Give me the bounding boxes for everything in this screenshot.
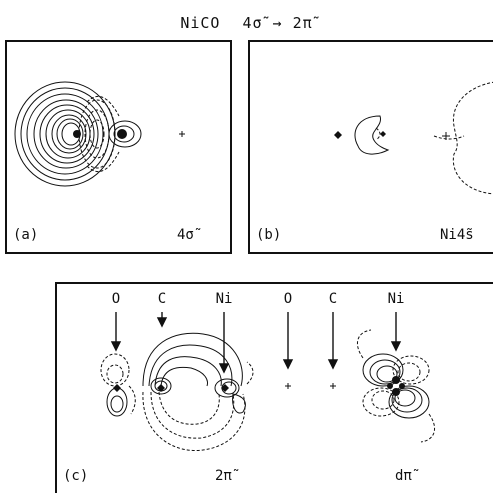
contour-plot-c — [100, 312, 436, 451]
panel-c-orbital-right: dπ̃ — [395, 468, 412, 484]
transition-label: 4σ̃ → 2π̃ — [242, 14, 313, 32]
panel-a-orbital: 4σ̃ — [177, 227, 194, 243]
molecule-name: NiCO — [180, 14, 221, 32]
panel-b-label: (b) — [256, 227, 282, 243]
panel-c: O C Ni O C Ni — [55, 282, 493, 493]
atom-label-c-right: C — [328, 291, 338, 307]
atom-label-o-right: O — [283, 291, 293, 307]
panel-b-orbital: Ni4s̃ — [440, 227, 474, 243]
atom-label-ni-left: Ni — [215, 291, 233, 307]
panel-a-label: (a) — [13, 227, 39, 243]
panel-b: (b) Ni4s̃ — [248, 40, 493, 254]
contour-plot-b — [334, 81, 493, 195]
panel-c-label: (c) — [63, 468, 89, 484]
panel-c-orbital-left: 2π̃ — [215, 468, 232, 484]
contour-plot-a — [14, 81, 185, 187]
atom-label-o-left: O — [111, 291, 121, 307]
figure-title: NiCO 4σ̃ → 2π̃ — [0, 14, 493, 32]
atom-label-ni-right: Ni — [387, 291, 405, 307]
panel-a: (a) 4σ̃ — [5, 40, 232, 254]
atom-label-c-left: C — [157, 291, 167, 307]
